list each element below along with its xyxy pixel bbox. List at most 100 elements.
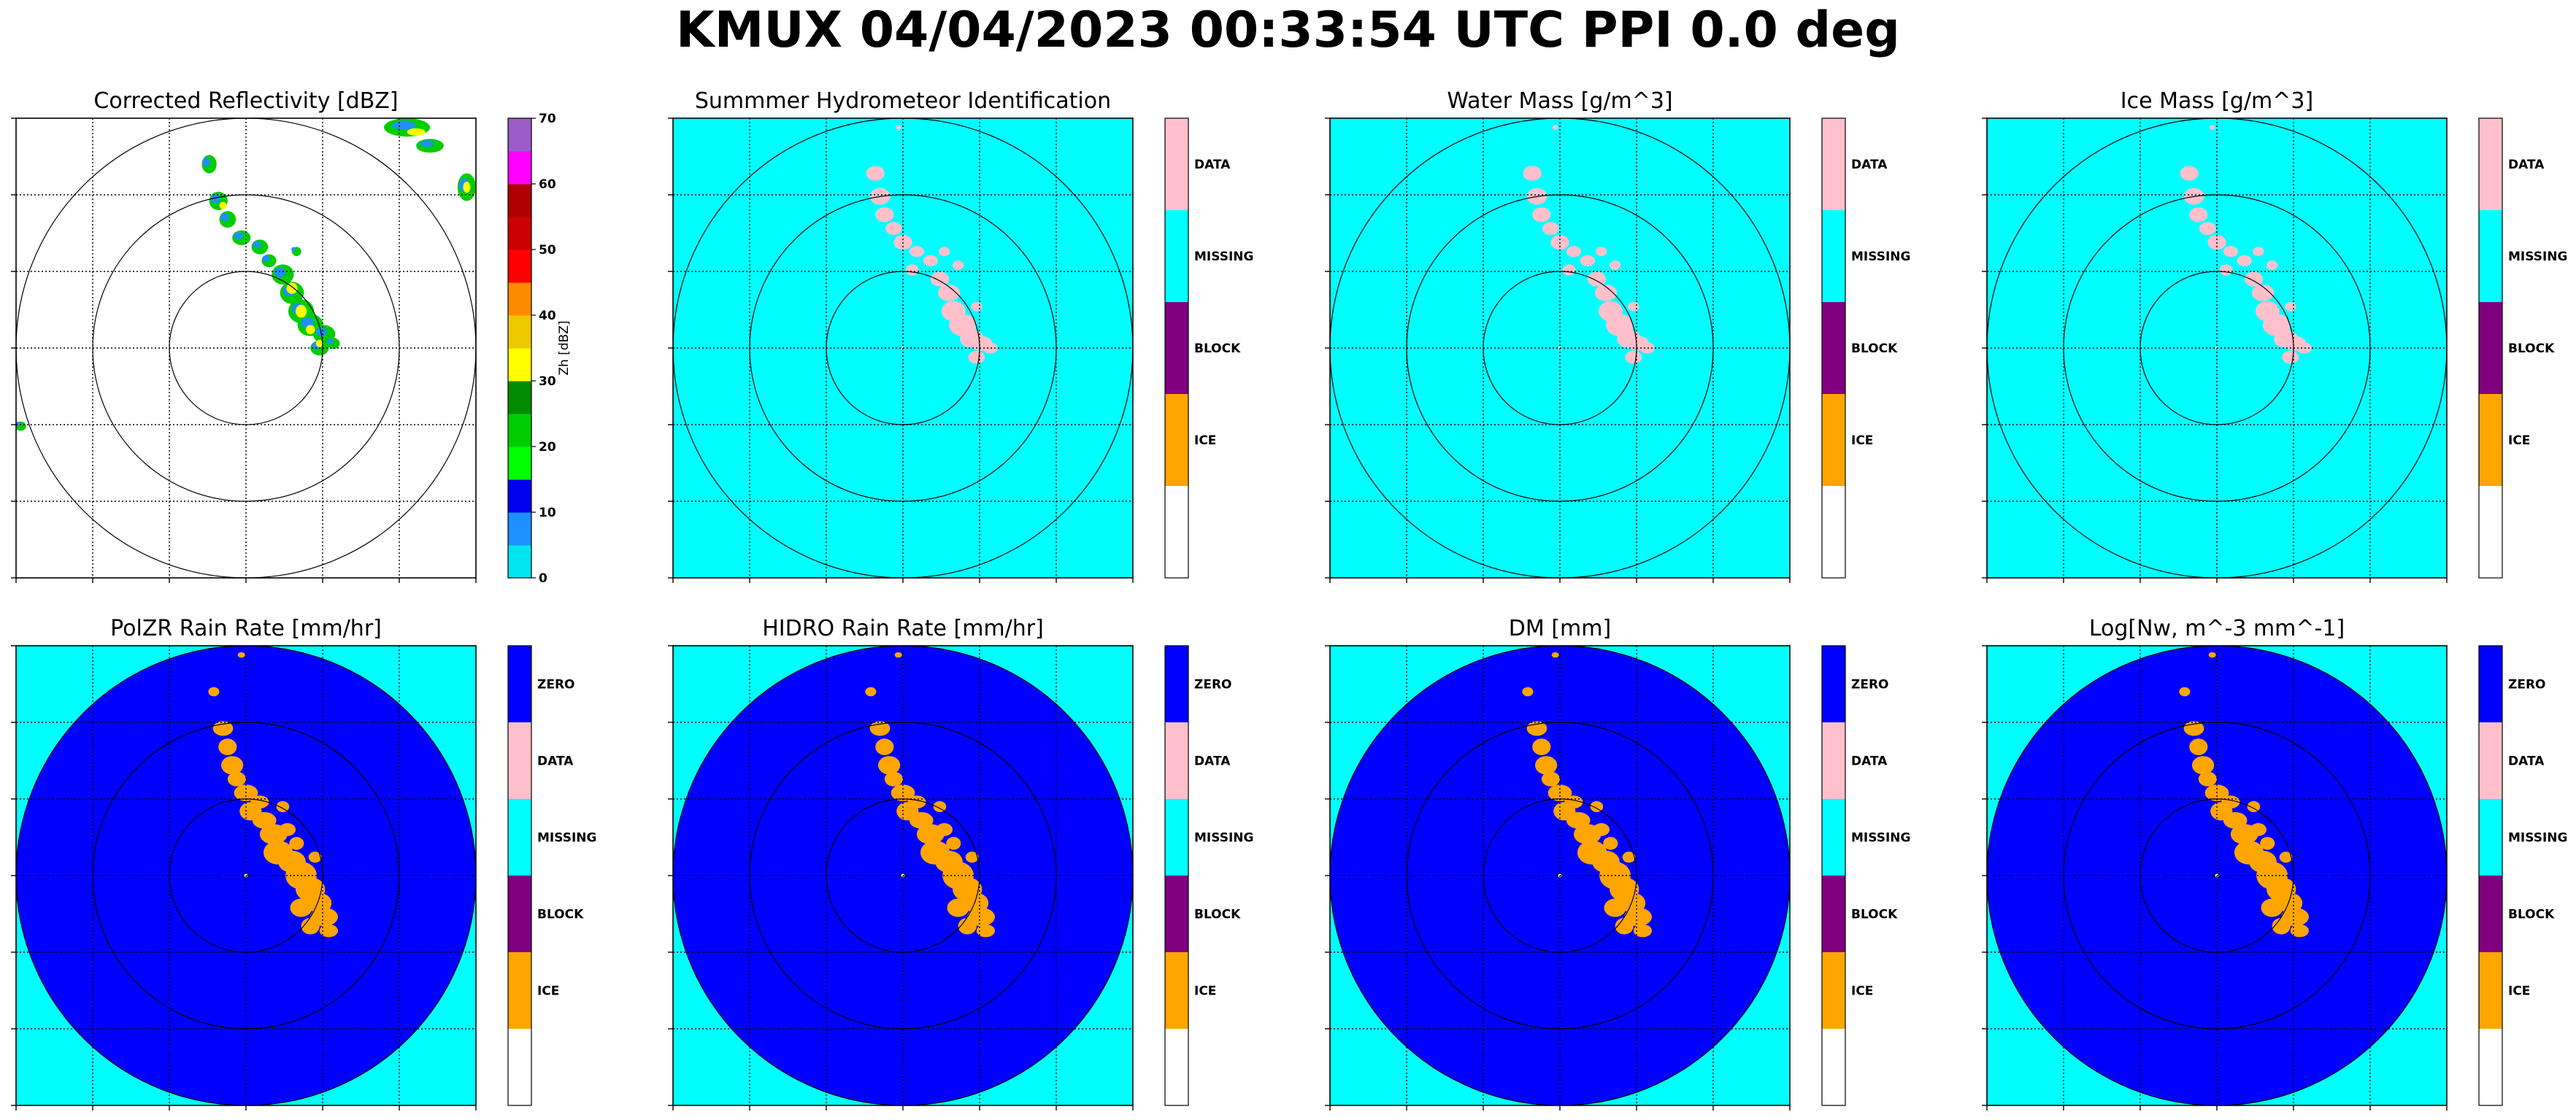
echo-blob (923, 255, 938, 266)
colorbar-category-label: ICE (1194, 984, 1216, 999)
echo-core (296, 304, 307, 318)
echo-blob (865, 687, 877, 697)
colorbar-category-label: BLOCK (537, 908, 584, 922)
colorbar-bin (508, 151, 531, 185)
colorbar-category (1165, 210, 1188, 303)
colorbar-bin (508, 381, 531, 414)
colorbar-category (508, 1029, 531, 1106)
echo-blob (2253, 247, 2264, 257)
colorbar-category (1822, 118, 1845, 211)
colorbar-category-label: DATA (1851, 754, 1888, 769)
echo-blob (2223, 246, 2238, 258)
colorbar-category (1822, 646, 1845, 723)
colorbar-category-label: MISSING (537, 831, 596, 846)
echo-blob (2290, 924, 2309, 938)
colorbar-category (2479, 876, 2502, 953)
colorbar-tick-label: 20 (539, 440, 556, 455)
colorbar: ZERO DATA MISSING BLOCK ICE (1821, 645, 1910, 1106)
colorbar-category-label: ZERO (1194, 678, 1231, 692)
echo-blob (905, 264, 919, 276)
echo-blob (2282, 350, 2299, 364)
echo-blob (875, 738, 894, 755)
colorbar-bin (508, 414, 531, 447)
echo-blob (2267, 260, 2278, 270)
echo-blob (909, 246, 924, 258)
echo-blob (2198, 771, 2217, 787)
colorbar: DATA MISSING BLOCK ICE (1164, 117, 1253, 579)
range-ring (1483, 798, 1637, 953)
echo-blob (1628, 302, 1639, 312)
colorbar-category-label: BLOCK (2508, 908, 2555, 922)
colorbar-frame (2478, 645, 2503, 1106)
colorbar: DATA MISSING BLOCK ICE (2478, 117, 2567, 579)
colorbar-category (1165, 302, 1188, 395)
panel-log_nw: ZERO DATA MISSING BLOCK ICE (1982, 645, 2567, 1111)
echo-blob (1587, 271, 1606, 287)
echo-blob (1562, 264, 1576, 276)
colorbar-axis-label: Zh [dBZ] (557, 320, 572, 375)
echo-blob (1615, 917, 1634, 935)
echo-blob (1534, 756, 1558, 775)
echo-blob (1541, 771, 1560, 787)
colorbar-category (2479, 722, 2502, 800)
echo-blob-edge (202, 157, 210, 167)
panel-hidro_rain_rate: ZERO DATA MISSING BLOCK ICE (668, 645, 1253, 1111)
colorbar-category-label: ICE (537, 984, 559, 999)
colorbar-category-label: DATA (2508, 158, 2545, 172)
echo-blob (2219, 264, 2233, 276)
echo-blob (885, 222, 902, 236)
echo-blob-edge (210, 194, 220, 204)
colorbar-category-label: ZERO (1851, 678, 1888, 692)
echo-blob (875, 207, 894, 223)
colorbar-category-label: BLOCK (1851, 908, 1898, 922)
colorbar-frame (1821, 645, 1846, 1106)
panel-plot-area (1987, 118, 2447, 578)
echo-core (286, 282, 298, 294)
echo-blob (2191, 756, 2215, 775)
colorbar-category (1822, 394, 1845, 487)
echo-blob (1566, 246, 1581, 258)
echo-blob (1523, 166, 1542, 181)
echo-blob (2261, 898, 2283, 917)
colorbar-category (1822, 876, 1845, 953)
echo-blob (976, 924, 995, 938)
echo-blob (220, 756, 244, 775)
colorbar: ZERO DATA MISSING BLOCK ICE (2478, 645, 2567, 1106)
echo-blob-edge (274, 267, 285, 278)
figure-title: KMUX 04/04/2023 00:33:54 UTC PPI 0.0 deg (676, 1, 1900, 59)
echo-blob (1610, 260, 1621, 270)
panel-reflectivity: 0 10 20 30 40 50 60 70 Zh [dBZ] (11, 112, 572, 586)
colorbar-tick-label: 10 (539, 506, 556, 520)
echo-blob (1590, 800, 1604, 813)
colorbar-bin (508, 348, 531, 382)
colorbar-frame (1821, 117, 1846, 579)
colorbar-category (1165, 118, 1188, 211)
panel-plot-area (16, 646, 476, 1105)
colorbar-category-label: ICE (1194, 433, 1216, 448)
echo-blob (1625, 350, 1642, 364)
echo-blob (895, 125, 901, 130)
echo-blob (2272, 917, 2291, 935)
colorbar-category (508, 876, 531, 953)
echo-blob (2285, 302, 2296, 312)
echo-blob (1604, 898, 1626, 917)
colorbar-category (1822, 1029, 1845, 1106)
echo-blob-edge (220, 212, 229, 222)
colorbar-bin (508, 315, 531, 349)
echo-blob (2237, 255, 2252, 266)
echo-blob (1594, 285, 1618, 301)
colorbar-category-label: DATA (1851, 158, 1888, 172)
panel-title-water-mass: Water Mass [g/m^3] (1447, 88, 1673, 114)
echo-blob (279, 823, 296, 836)
echo-blob (1551, 652, 1559, 658)
colorbar-category (1165, 876, 1188, 953)
colorbar-tick-label: 30 (539, 374, 556, 389)
echo-blob (2179, 687, 2191, 697)
colorbar-frame (1164, 645, 1189, 1106)
echo-blob (289, 837, 304, 850)
echo-blob (2189, 207, 2208, 223)
echo-blob (1522, 687, 1534, 697)
range-ring (2063, 722, 2371, 1030)
echo-blob (2247, 800, 2261, 813)
